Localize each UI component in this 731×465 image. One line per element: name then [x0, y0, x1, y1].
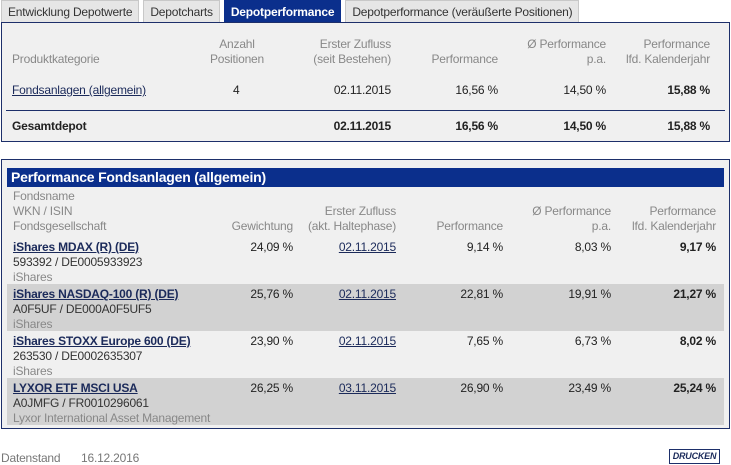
fund-row: LYXOR ETF MSCI USA A0JMFG / FR0010296061…: [7, 378, 724, 425]
fund-company: iShares: [13, 317, 53, 331]
summary-panel: Produktkategorie Anzahl Positionen Erster…: [1, 22, 730, 142]
header-count-line1: Anzahl: [219, 37, 255, 51]
fund-first-link[interactable]: 02.11.2015: [338, 287, 396, 301]
tab-bar: Entwicklung Depotwerte Depotcharts Depot…: [1, 0, 580, 22]
header-category: Produktkategorie: [12, 52, 100, 66]
fund-weight: 25,76 %: [250, 287, 293, 301]
header-name-line3: Fondsgesellschaft: [13, 219, 107, 233]
header-year-line2: lfd. Kalenderjahr: [632, 219, 716, 233]
detail-panel: Performance Fondsanlagen (allgemein) Fon…: [1, 159, 730, 429]
fund-weight: 24,09 %: [250, 240, 293, 254]
header-pa-line1: Ø Performance: [532, 204, 611, 218]
header-first-line1: Erster Zufluss: [319, 37, 391, 51]
header-name-line1: Fondsname: [13, 189, 75, 203]
fund-company: Lyxor International Asset Management: [13, 411, 211, 425]
header-count-line2: Positionen: [209, 52, 265, 66]
fund-performance: 26,90 %: [460, 381, 503, 395]
count-value: 4: [233, 83, 240, 97]
fund-performance-pa: 6,73 %: [574, 334, 611, 348]
total-label: Gesamtdepot: [12, 119, 87, 133]
fund-first-link[interactable]: 02.11.2015: [338, 240, 396, 254]
fund-name-link[interactable]: iShares MDAX (R) (DE): [13, 240, 139, 254]
divider: [6, 110, 725, 111]
header-year-line2: lfd. Kalenderjahr: [626, 52, 710, 66]
fund-performance-pa: 19,91 %: [568, 287, 611, 301]
fund-performance: 7,65 %: [466, 334, 503, 348]
fund-first-link[interactable]: 02.11.2015: [338, 334, 396, 348]
header-first-line1: Erster Zufluss: [324, 204, 396, 218]
fund-name-link[interactable]: iShares NASDAQ-100 (R) (DE): [13, 287, 179, 301]
header-performance-pa: Ø Performance p.a.: [532, 204, 611, 234]
header-pa-line2: p.a.: [591, 219, 611, 233]
header-performance-year: Performance lfd. Kalenderjahr: [632, 204, 716, 234]
fund-ids: A0F5UF / DE000A0F5UF5: [13, 302, 152, 316]
header-name: Fondsname WKN / ISIN Fondsgesellschaft: [13, 189, 107, 234]
header-performance: Performance: [431, 52, 499, 66]
fund-performance-year: 25,24 %: [673, 381, 716, 395]
data-date-label: Datenstand: [1, 451, 61, 465]
total-first: 02.11.2015: [333, 119, 392, 133]
tab-depotcharts[interactable]: Depotcharts: [143, 0, 220, 22]
fund-performance: 9,14 %: [466, 240, 503, 254]
tab-depotperformance[interactable]: Depotperformance: [223, 0, 342, 22]
first-value: 02.11.2015: [333, 83, 391, 97]
header-first: Erster Zufluss (akt. Haltephase): [308, 204, 396, 234]
total-performance-pa: 14,50 %: [563, 119, 606, 133]
fund-performance-year: 9,17 %: [679, 240, 716, 254]
detail-title: Performance Fondsanlagen (allgemein): [7, 168, 724, 187]
header-first-line2: (akt. Haltephase): [308, 219, 396, 233]
fund-first-link[interactable]: 03.11.2015: [338, 381, 396, 395]
category-link-fondsanlagen[interactable]: Fondsanlagen (allgemein): [12, 83, 146, 97]
total-performance: 16,56 %: [455, 119, 498, 133]
fund-performance-year: 8,02 %: [679, 334, 716, 348]
fund-performance-pa: 23,49 %: [568, 381, 611, 395]
fund-row: iShares STOXX Europe 600 (DE) 263530 / D…: [7, 331, 724, 378]
performance-pa-value: 14,50 %: [563, 83, 606, 97]
fund-company: iShares: [13, 364, 53, 378]
performance-year-value: 15,88 %: [667, 83, 710, 97]
fund-ids: A0JMFG / FR0010296061: [13, 396, 149, 410]
header-pa-line2: p.a.: [586, 52, 606, 66]
fund-ids: 593392 / DE0005933923: [13, 255, 143, 269]
header-first-line2: (seit Bestehen): [313, 52, 391, 66]
total-performance-year: 15,88 %: [667, 119, 710, 133]
fund-performance-pa: 8,03 %: [574, 240, 611, 254]
print-button[interactable]: DRUCKEN: [669, 449, 720, 464]
fund-ids: 263530 / DE0002635307: [13, 349, 143, 363]
header-name-line2: WKN / ISIN: [13, 204, 73, 218]
fund-company: iShares: [13, 270, 53, 284]
header-year-line1: Performance: [649, 204, 717, 218]
fund-weight: 23,90 %: [250, 334, 293, 348]
fund-performance-year: 21,27 %: [673, 287, 716, 301]
fund-performance: 22,81 %: [460, 287, 503, 301]
fund-row: iShares MDAX (R) (DE) 593392 / DE0005933…: [7, 237, 724, 284]
fund-weight: 26,25 %: [250, 381, 293, 395]
header-weight: Gewichtung: [231, 219, 294, 233]
performance-value: 16,56 %: [455, 83, 498, 97]
header-first: Erster Zufluss (seit Bestehen): [313, 37, 391, 67]
header-performance-year: Performance lfd. Kalenderjahr: [626, 37, 710, 67]
header-year-line1: Performance: [643, 37, 711, 51]
header-performance-pa: Ø Performance p.a.: [527, 37, 606, 67]
tab-depotperformance-veraeusserte[interactable]: Depotperformance (veräußerte Positionen): [345, 0, 580, 22]
header-performance: Performance: [436, 219, 504, 233]
data-date-value: 16.12.2016: [81, 451, 140, 465]
fund-name-link[interactable]: LYXOR ETF MSCI USA: [13, 381, 138, 395]
tab-entwicklung-depotwerte[interactable]: Entwicklung Depotwerte: [1, 0, 140, 22]
fund-row: iShares NASDAQ-100 (R) (DE) A0F5UF / DE0…: [7, 284, 724, 331]
header-count: Anzahl Positionen: [202, 37, 272, 67]
fund-name-link[interactable]: iShares STOXX Europe 600 (DE): [13, 334, 191, 348]
header-pa-line1: Ø Performance: [527, 37, 606, 51]
